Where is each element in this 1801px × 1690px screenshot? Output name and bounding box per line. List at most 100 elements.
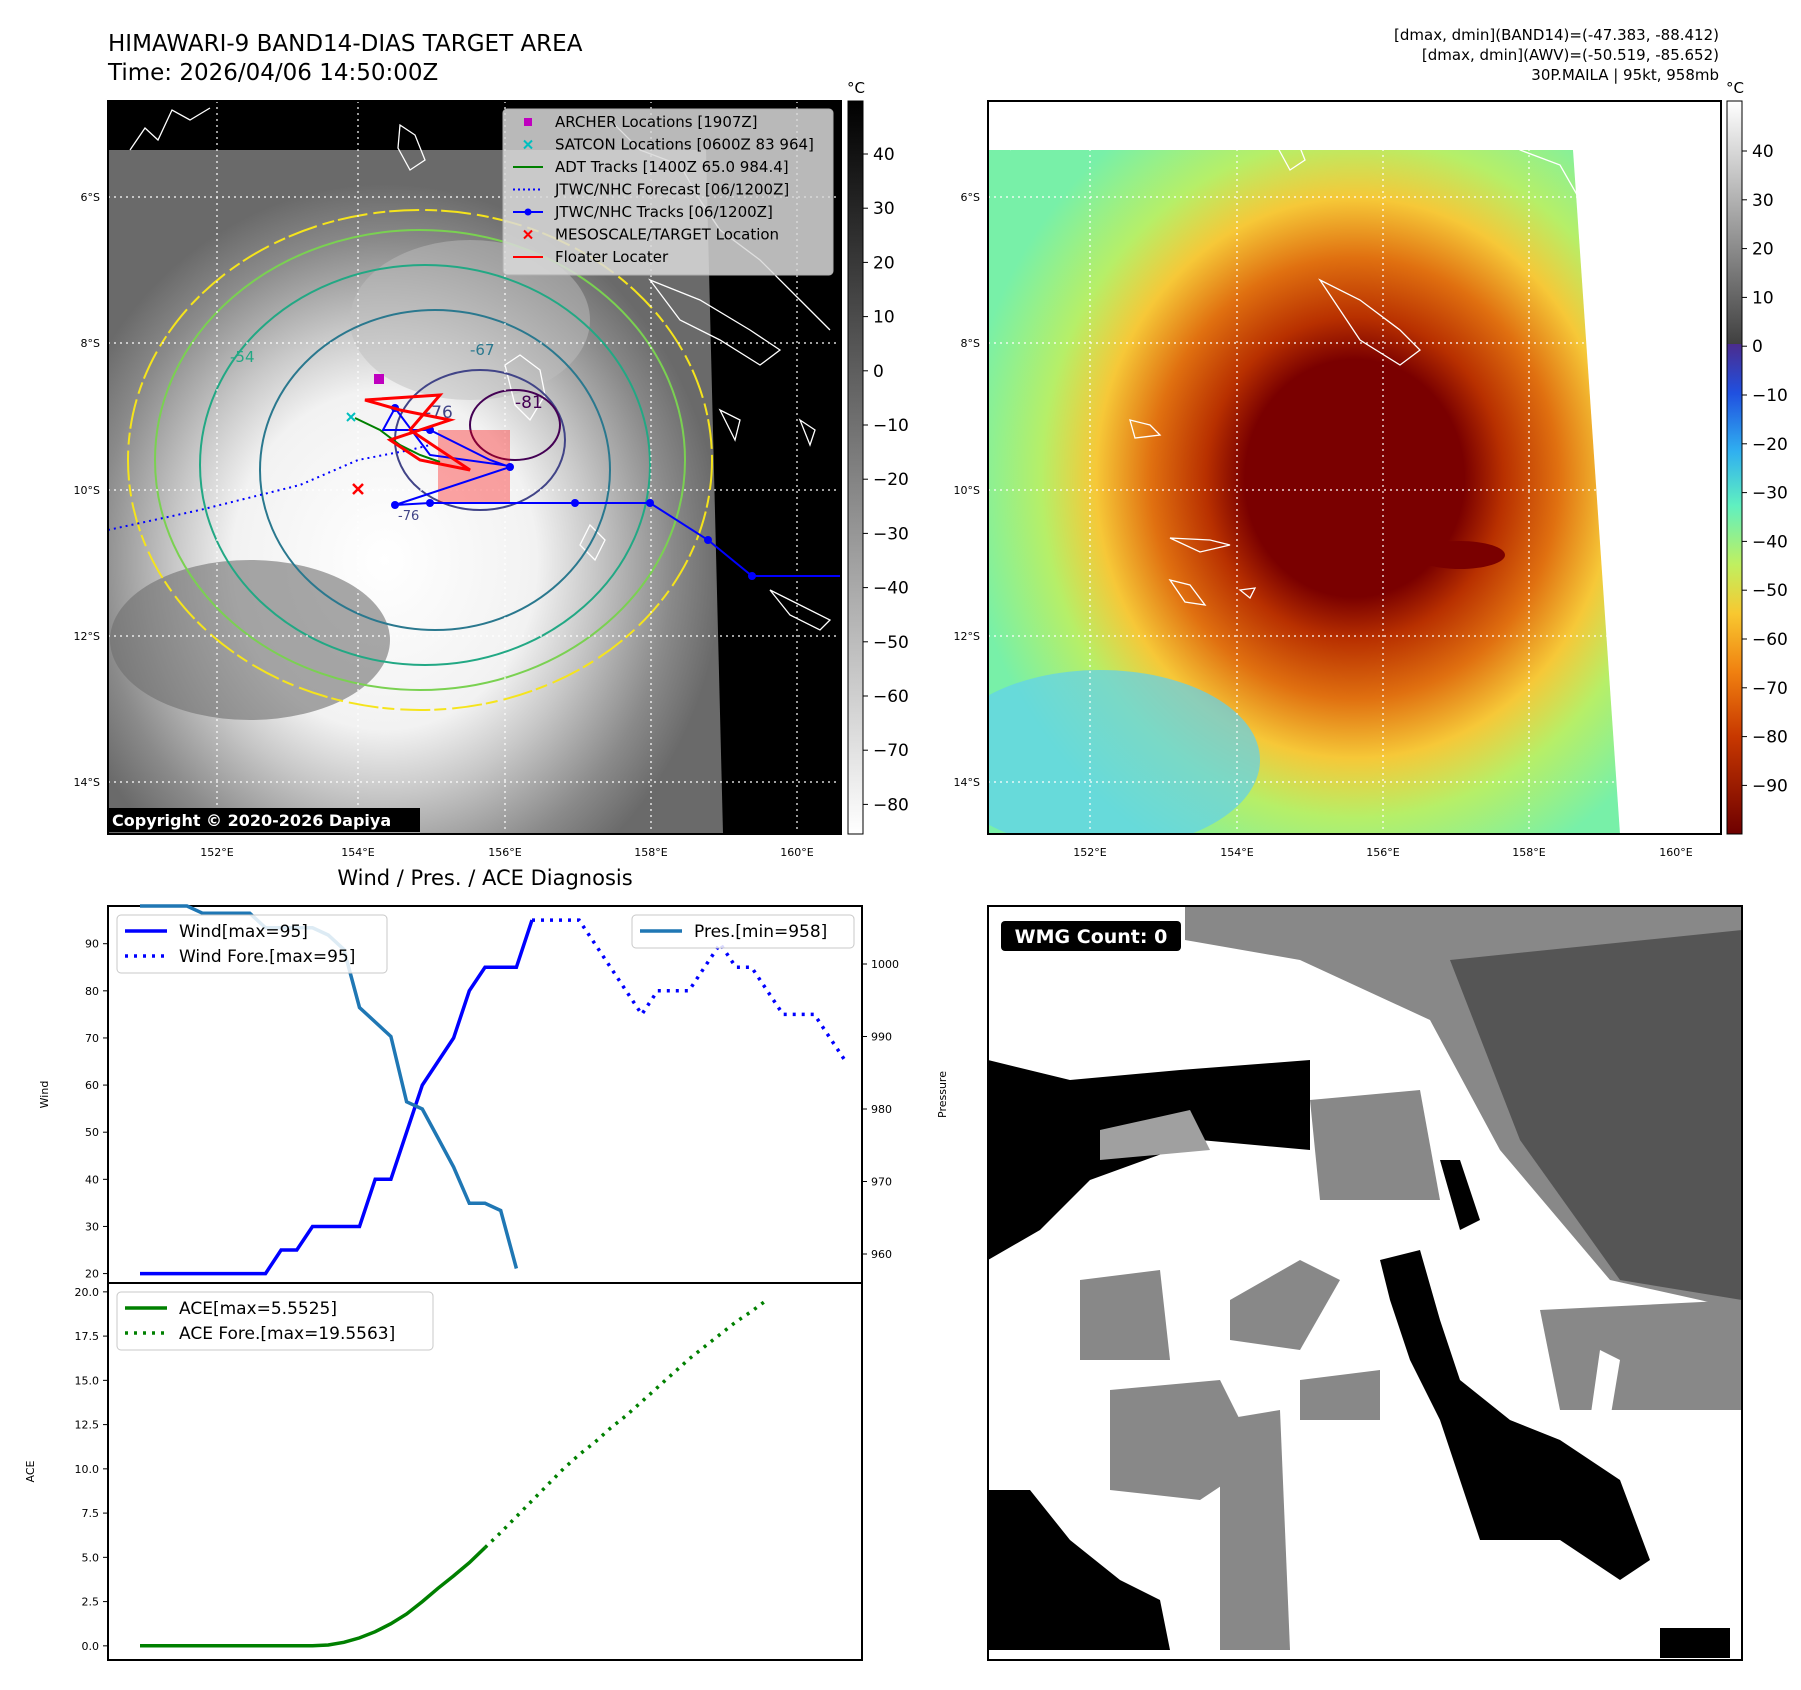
colorbar-tick-label: 40 <box>873 145 895 165</box>
cloud-band <box>110 560 390 720</box>
awv-colorbar-warm <box>1727 101 1742 344</box>
lon-label: 158°E <box>1512 846 1545 859</box>
lon-label: 152°E <box>200 846 233 859</box>
colorbar-tick-label: 0 <box>873 362 884 382</box>
lon-label: 154°E <box>341 846 374 859</box>
wmg-black-band <box>1440 1160 1480 1230</box>
info-line-2: [dmax, dmin](AWV)=(-50.519, -85.652) <box>1422 46 1719 64</box>
lat-label: 10°S <box>954 484 980 497</box>
wmg-black-block <box>1660 1628 1730 1658</box>
contour-label: -54 <box>230 348 255 366</box>
wmg-gray-region <box>1540 1300 1742 1410</box>
awv-coastlines <box>1009 109 1581 606</box>
legend-label: Floater Locater <box>555 248 669 266</box>
lon-label: 154°E <box>1220 846 1253 859</box>
dry-region <box>988 670 1260 834</box>
copyright-box <box>108 808 420 832</box>
legend-marker <box>523 229 533 240</box>
ace-ytick-label: 5.0 <box>82 1551 100 1564</box>
ace-ytick-label: 20.0 <box>75 1286 100 1299</box>
awv-lon-labels: 152°E 154°E 156°E 158°E 160°E <box>1073 846 1692 859</box>
wind-ytick-label: 80 <box>85 985 99 998</box>
lat-label: 6°S <box>961 191 980 204</box>
colorbar-tick-label: −60 <box>873 687 909 707</box>
ir-colorbar <box>847 100 864 835</box>
figure-time: Time: 2026/04/06 14:50:00Z <box>107 60 438 86</box>
legend-marker <box>524 118 532 126</box>
pressure-ytick-label: 1000 <box>871 958 899 971</box>
pressure-ytick-label: 980 <box>871 1103 892 1116</box>
wind-ytick-label: 20 <box>85 1268 99 1281</box>
wind-ytick-label: 70 <box>85 1032 99 1045</box>
ir-lat-labels: 6°S 8°S 10°S 12°S 14°S <box>74 191 100 789</box>
chart-legend-box <box>116 1291 434 1351</box>
colorbar-tick-label: −20 <box>1752 435 1788 455</box>
temperature-contours <box>127 209 713 711</box>
chart-legend-box <box>116 914 388 974</box>
lon-label: 152°E <box>1073 846 1106 859</box>
chart-legend-label: Wind[max=95] <box>179 922 308 942</box>
legend-label: ADT Tracks [1400Z 65.0 984.4] <box>555 158 789 176</box>
legend-label: MESOSCALE/TARGET Location <box>555 226 779 244</box>
lon-label: 158°E <box>634 846 667 859</box>
lat-label: 8°S <box>961 337 980 350</box>
lat-label: 12°S <box>954 630 980 643</box>
awv-colorbar-ticks: 40 30 20 10 0 −10 −20 −30 −40 −50 −60 −70 −80 −90 <box>1742 142 1788 796</box>
ir-map-frame <box>107 100 842 835</box>
wind-ylabel: Wind <box>38 1081 51 1109</box>
ace-ytick-label: 2.5 <box>82 1596 100 1609</box>
ir-map-panel: -54 -67 -76 -81 -76 <box>74 79 909 859</box>
pressure-ytick-label: 960 <box>871 1248 892 1261</box>
contour-purple <box>469 389 561 461</box>
colorbar-tick-label: −20 <box>873 470 909 490</box>
series-line-wind <box>140 919 534 1276</box>
jtwc-forecast-track <box>108 444 431 531</box>
wmg-count-badge <box>1001 921 1181 951</box>
colorbar-tick-label: −60 <box>1752 630 1788 650</box>
cold-cluster <box>1415 541 1505 569</box>
legend-label: SATCON Locations [0600Z 83 964] <box>555 136 814 154</box>
contour-blue <box>259 309 611 631</box>
wind-ytick-label: 40 <box>85 1173 99 1186</box>
ir-lon-labels: 152°E 154°E 156°E 158°E 160°E <box>200 846 813 859</box>
awv-map-frame <box>987 100 1722 835</box>
wmg-black-region <box>988 1060 1310 1260</box>
ace-ytick-label: 12.5 <box>75 1419 100 1432</box>
contour-label: -81 <box>515 393 543 413</box>
awv-colorbar-unit: °C <box>1726 79 1744 97</box>
chart-legend-label: ACE Fore.[max=19.5563] <box>179 1324 395 1344</box>
awv-imagery <box>988 101 1721 834</box>
legend-items: ARCHER Locations [1907Z] SATCON Locations… <box>513 113 814 266</box>
map-legend: ARCHER Locations [1907Z] SATCON Locations… <box>502 108 834 276</box>
copyright-text: Copyright © 2020-2026 Dapiya <box>112 811 391 830</box>
wmg-imagery <box>988 906 1742 1660</box>
legend-marker <box>523 139 533 150</box>
colorbar-tick-label: −70 <box>1752 679 1788 699</box>
awv-swath <box>988 150 1620 834</box>
wind-ytick-label: 50 <box>85 1126 99 1139</box>
ace-ylabel: ACE <box>24 1460 37 1482</box>
legend-box <box>502 108 834 276</box>
contour-label: -67 <box>470 341 495 359</box>
pressure-ylabel: Pressure <box>936 1071 949 1118</box>
series-line-wind-fore- <box>532 918 848 1063</box>
colorbar-tick-label: 40 <box>1752 142 1774 162</box>
legend-label: JTWC/NHC Forecast [06/1200Z] <box>554 181 789 199</box>
pressure-ytick-label: 970 <box>871 1176 892 1189</box>
awv-gridlines <box>988 101 1721 834</box>
colorbar-tick-label: −10 <box>1752 386 1788 406</box>
chart-legends: Wind[max=95] Wind Fore.[max=95] Pres.[min=… <box>116 914 855 1351</box>
colorbar-tick-label: 30 <box>873 199 895 219</box>
info-line-1: [dmax, dmin](BAND14)=(-47.383, -88.412) <box>1394 26 1719 44</box>
contour-green <box>154 229 686 691</box>
lat-label: 10°S <box>74 484 100 497</box>
pressure-ytick-label: 990 <box>871 1031 892 1044</box>
contour-teal <box>199 264 651 666</box>
colorbar-tick-label: −90 <box>1752 776 1788 796</box>
colorbar-tick-label: −50 <box>1752 581 1788 601</box>
colorbar-tick-label: −30 <box>1752 484 1788 504</box>
wmg-gray-region <box>1310 1090 1440 1200</box>
wmg-gray-region <box>1220 1410 1290 1650</box>
figure-title: HIMAWARI-9 BAND14-DIAS TARGET AREA <box>108 31 583 57</box>
legend-marker <box>524 208 532 216</box>
